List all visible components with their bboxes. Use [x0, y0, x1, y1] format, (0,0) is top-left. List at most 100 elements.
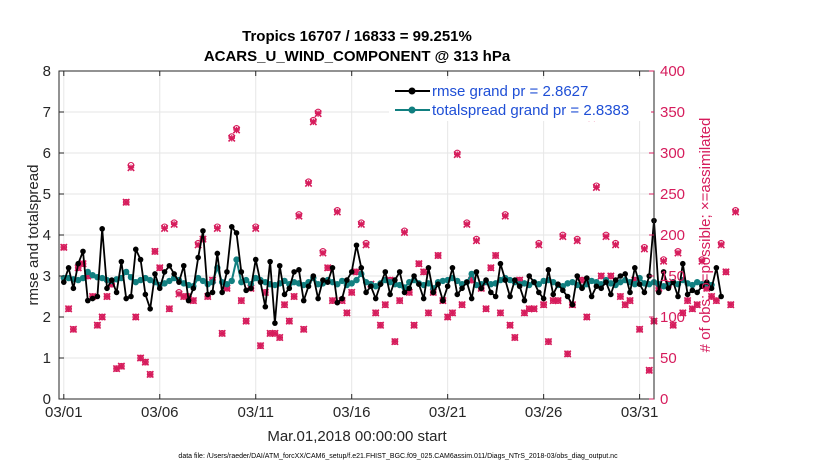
rmse-point [497, 260, 504, 267]
rmse-point [444, 283, 451, 290]
x-tick-label: 03/16 [333, 404, 371, 421]
chart-title-line1: Tropics 16707 / 16833 = 99.251% [242, 28, 472, 45]
y-left-tick-label: 8 [43, 63, 51, 80]
obs-possible-point [156, 264, 164, 272]
rmse-point [387, 291, 393, 298]
spread-point [564, 280, 571, 287]
spread-point [535, 281, 543, 288]
obs-possible-point [645, 366, 653, 374]
rmse-point [526, 273, 533, 279]
y-right-tick-label: 50 [660, 350, 677, 367]
rmse-point [257, 279, 264, 285]
rmse-point [142, 291, 149, 298]
rmse-point [315, 295, 321, 302]
obs-possible-point [391, 338, 399, 345]
obs-possible-point [511, 334, 519, 341]
obs-possible-point [333, 207, 341, 214]
rmse-point [430, 289, 437, 296]
rmse-point [396, 269, 403, 275]
rmse-point [219, 289, 225, 296]
rmse-point [627, 289, 633, 296]
obs-possible-point [458, 301, 466, 309]
obs-possible-point [425, 309, 432, 317]
y-left-tick-label: 0 [43, 391, 51, 408]
spread-point [84, 268, 91, 276]
obs-possible-point [175, 289, 183, 296]
obs-possible-point [151, 248, 159, 255]
spread-point [122, 268, 130, 276]
spread-point [593, 278, 600, 286]
rmse-point [80, 248, 86, 255]
spread-point [137, 276, 144, 284]
rmse-point [708, 285, 715, 292]
rmse-point [641, 289, 648, 296]
y-right-tick-label: 100 [660, 309, 685, 326]
rmse-point [382, 269, 389, 275]
obs-possible-point [218, 330, 226, 337]
obs-possible-point [142, 358, 149, 366]
rmse-point [190, 285, 197, 292]
obs-possible-point [329, 297, 336, 304]
rmse-point [464, 279, 470, 285]
spread-point [194, 274, 202, 282]
obs-possible-point [281, 301, 288, 309]
obs-possible-point [727, 301, 735, 309]
rmse-point [176, 279, 182, 285]
y-right-tick-label: 0 [660, 391, 668, 408]
x-axis-ticks: 03/01 03/06 03/11 03/16 03/21 03/26 03/31 [45, 71, 658, 421]
rmse-point [483, 277, 489, 283]
legend: rmse grand pr = 2.8627 totalspread grand… [389, 79, 651, 121]
rmse-point [200, 228, 206, 234]
rmse-point [478, 285, 485, 292]
obs-possible-point [276, 334, 284, 341]
rmse-point [454, 291, 461, 298]
obs-possible-point [540, 301, 547, 309]
obs-possible-point [492, 252, 500, 259]
rmse-point [588, 293, 595, 300]
x-tick-label: 03/11 [238, 404, 274, 421]
legend-spread-label: totalspread grand pr = 2.8383 [432, 102, 629, 119]
rmse-point [152, 271, 158, 277]
spread-point [199, 277, 207, 285]
spread-point [689, 281, 696, 289]
rmse-point [502, 277, 509, 283]
rmse-point [531, 279, 537, 285]
legend-box [389, 79, 651, 121]
obs-possible-point [98, 313, 106, 321]
rmse-point [353, 242, 360, 249]
y-right-tick-label: 200 [660, 227, 685, 244]
rmse-point [84, 297, 91, 304]
obs-possible-point [309, 116, 317, 124]
rmse-point [320, 277, 326, 283]
rmse-point [324, 279, 331, 285]
obs-possible-point [717, 239, 725, 247]
obs-possible-point [453, 149, 461, 157]
rmse-point [305, 283, 312, 290]
rmse-point [377, 281, 384, 288]
obs-possible-point [482, 305, 490, 313]
rmse-point [488, 289, 494, 296]
x-axis-label: Mar.01,2018 00:00:00 start [267, 428, 447, 445]
obs-possible-point [660, 256, 667, 263]
obs-possible-point [525, 305, 533, 313]
obs-possible-point [708, 293, 715, 300]
spread-point [146, 276, 154, 284]
rmse-point [252, 256, 259, 263]
rmse-point [492, 293, 499, 300]
rmse-point [281, 291, 288, 298]
obs-possible-point [170, 219, 178, 227]
obs-assimilated-point [400, 228, 409, 237]
rmse-point [195, 254, 201, 261]
rmse-point [665, 285, 672, 292]
rmse-point [291, 269, 297, 275]
obs-possible-point [396, 297, 404, 304]
rmse-point [617, 273, 624, 279]
rmse-point [94, 293, 101, 300]
rmse-point [272, 320, 278, 326]
obs-possible-point [636, 325, 643, 333]
rmse-point [603, 279, 609, 285]
obs-possible-point [94, 321, 101, 329]
obs-possible-point [213, 223, 221, 231]
obs-possible-point [449, 309, 456, 317]
